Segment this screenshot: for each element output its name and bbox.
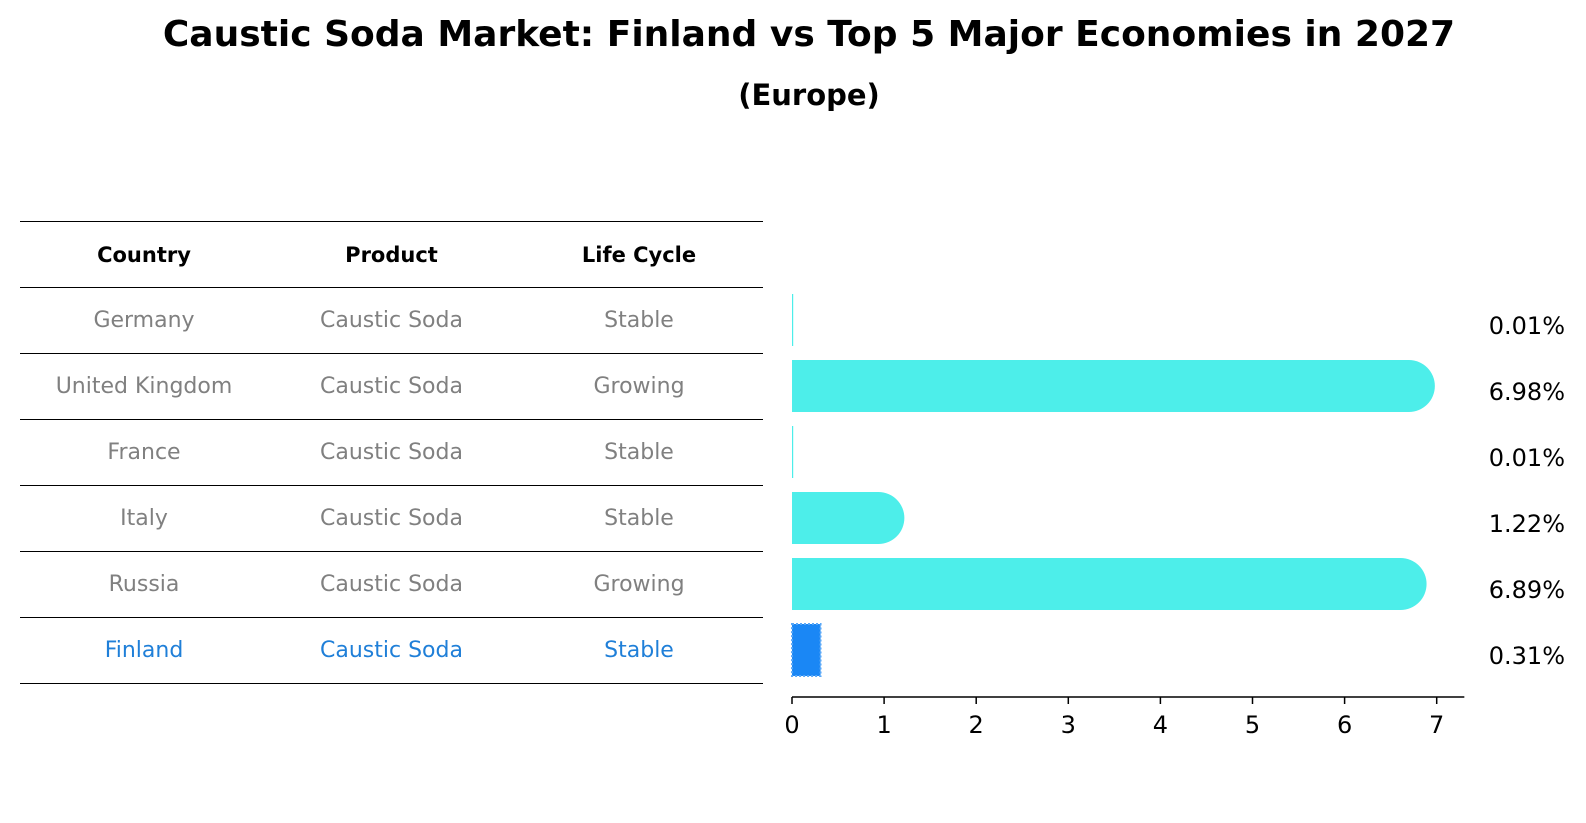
country-cell: Italy xyxy=(20,485,268,552)
product-cell: Caustic Soda xyxy=(268,419,515,486)
product-cell: Caustic Soda xyxy=(268,551,515,618)
header-product: Product xyxy=(268,221,515,288)
x-tick-label-0: 0 xyxy=(784,711,799,739)
x-tick-label-3: 3 xyxy=(1061,711,1076,739)
bar-finland xyxy=(791,623,822,677)
country-cell: United Kingdom xyxy=(20,353,268,420)
value-label-united-kingdom: 6.98% xyxy=(1489,378,1565,406)
x-tick-label-6: 6 xyxy=(1337,711,1352,739)
country-cell: Russia xyxy=(20,551,268,618)
product-cell: Caustic Soda xyxy=(268,485,515,552)
bar-russia xyxy=(792,558,1427,610)
country-cell: Germany xyxy=(20,287,268,354)
bar-france xyxy=(792,426,794,478)
country-cell: France xyxy=(20,419,268,486)
x-tick-label-7: 7 xyxy=(1429,711,1444,739)
product-cell: Caustic Soda xyxy=(268,287,515,354)
comparison-table: Country Product Life Cycle Germany Caust… xyxy=(20,221,763,684)
value-label-finland: 0.31% xyxy=(1489,642,1565,670)
life-cycle-cell: Stable xyxy=(515,419,763,486)
bar-italy xyxy=(792,492,905,544)
life-cycle-cell: Stable xyxy=(515,617,763,684)
table-header-row: Country Product Life Cycle xyxy=(20,221,763,288)
value-label-russia: 6.89% xyxy=(1489,576,1565,604)
bar-germany xyxy=(792,294,794,346)
x-tick-label-2: 2 xyxy=(969,711,984,739)
x-tick-label-4: 4 xyxy=(1153,711,1168,739)
value-label-germany: 0.01% xyxy=(1489,312,1565,340)
value-label-france: 0.01% xyxy=(1489,444,1565,472)
table-row-highlighted: Finland Caustic Soda Stable xyxy=(20,617,763,684)
product-cell: Caustic Soda xyxy=(268,617,515,684)
table-row: Germany Caustic Soda Stable xyxy=(20,287,763,354)
table-row: France Caustic Soda Stable xyxy=(20,419,763,486)
chart-title: Caustic Soda Market: Finland vs Top 5 Ma… xyxy=(162,14,1456,55)
chart-subtitle: (Europe) xyxy=(738,78,880,112)
table-row: Russia Caustic Soda Growing xyxy=(20,551,763,618)
x-tick-label-5: 5 xyxy=(1245,711,1260,739)
product-cell: Caustic Soda xyxy=(268,353,515,420)
life-cycle-cell: Growing xyxy=(515,551,763,618)
life-cycle-cell: Stable xyxy=(515,485,763,552)
table-row: Italy Caustic Soda Stable xyxy=(20,485,763,552)
life-cycle-cell: Stable xyxy=(515,287,763,354)
bar-united-kingdom xyxy=(792,360,1435,412)
x-tick-label-1: 1 xyxy=(876,711,891,739)
header-life-cycle: Life Cycle xyxy=(515,221,763,288)
header-country: Country xyxy=(20,221,268,288)
table-row: United Kingdom Caustic Soda Growing xyxy=(20,353,763,420)
country-cell: Finland xyxy=(20,617,268,684)
value-label-italy: 1.22% xyxy=(1489,510,1565,538)
